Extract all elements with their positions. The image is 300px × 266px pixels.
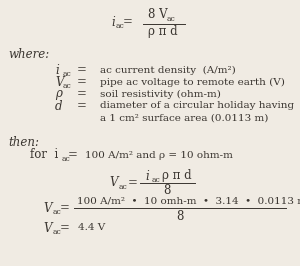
Text: 8: 8 [163, 184, 171, 197]
Text: 8: 8 [176, 210, 184, 222]
Text: 8 V: 8 V [148, 9, 168, 22]
Text: =: = [77, 64, 87, 77]
Text: =: = [77, 99, 87, 113]
Text: V: V [44, 202, 52, 214]
Text: ρ π d: ρ π d [162, 169, 192, 182]
Text: 100 A/m² and ρ = 10 ohm-m: 100 A/m² and ρ = 10 ohm-m [85, 151, 233, 160]
Text: a 1 cm² surface area (0.0113 m): a 1 cm² surface area (0.0113 m) [100, 114, 268, 123]
Text: ac current density  (A/m²): ac current density (A/m²) [100, 65, 236, 74]
Text: diameter of a circular holiday having: diameter of a circular holiday having [100, 102, 294, 110]
Text: =: = [60, 202, 70, 214]
Text: =: = [60, 222, 70, 235]
Text: ac: ac [63, 70, 72, 78]
Text: ac: ac [53, 208, 62, 216]
Text: ρ π d: ρ π d [148, 24, 178, 38]
Text: =: = [77, 76, 87, 89]
Text: V: V [110, 177, 118, 189]
Text: =: = [128, 177, 138, 189]
Text: ac: ac [62, 155, 71, 163]
Text: where:: where: [8, 48, 49, 61]
Text: soil resistivity (ohm-m): soil resistivity (ohm-m) [100, 89, 221, 99]
Text: ac: ac [63, 82, 72, 90]
Text: ac: ac [53, 228, 62, 236]
Text: 100 A/m²  •  10 omh-m  •  3.14  •  0.0113 m: 100 A/m² • 10 omh-m • 3.14 • 0.0113 m [77, 197, 300, 206]
Text: =: = [68, 148, 78, 161]
Text: V: V [55, 76, 64, 89]
Text: ac: ac [152, 176, 161, 184]
Text: pipe ac voltage to remote earth (V): pipe ac voltage to remote earth (V) [100, 77, 285, 86]
Text: 4.4 V: 4.4 V [78, 223, 105, 232]
Text: i: i [111, 15, 115, 28]
Text: =: = [123, 15, 133, 28]
Text: =: = [77, 88, 87, 101]
Text: ac: ac [116, 22, 125, 30]
Text: i: i [145, 169, 149, 182]
Text: ac: ac [167, 15, 176, 23]
Text: ρ: ρ [55, 88, 62, 101]
Text: for  i: for i [30, 148, 58, 161]
Text: V: V [44, 222, 52, 235]
Text: ac: ac [119, 183, 128, 191]
Text: then:: then: [8, 136, 39, 149]
Text: i: i [55, 64, 59, 77]
Text: d: d [55, 99, 62, 113]
